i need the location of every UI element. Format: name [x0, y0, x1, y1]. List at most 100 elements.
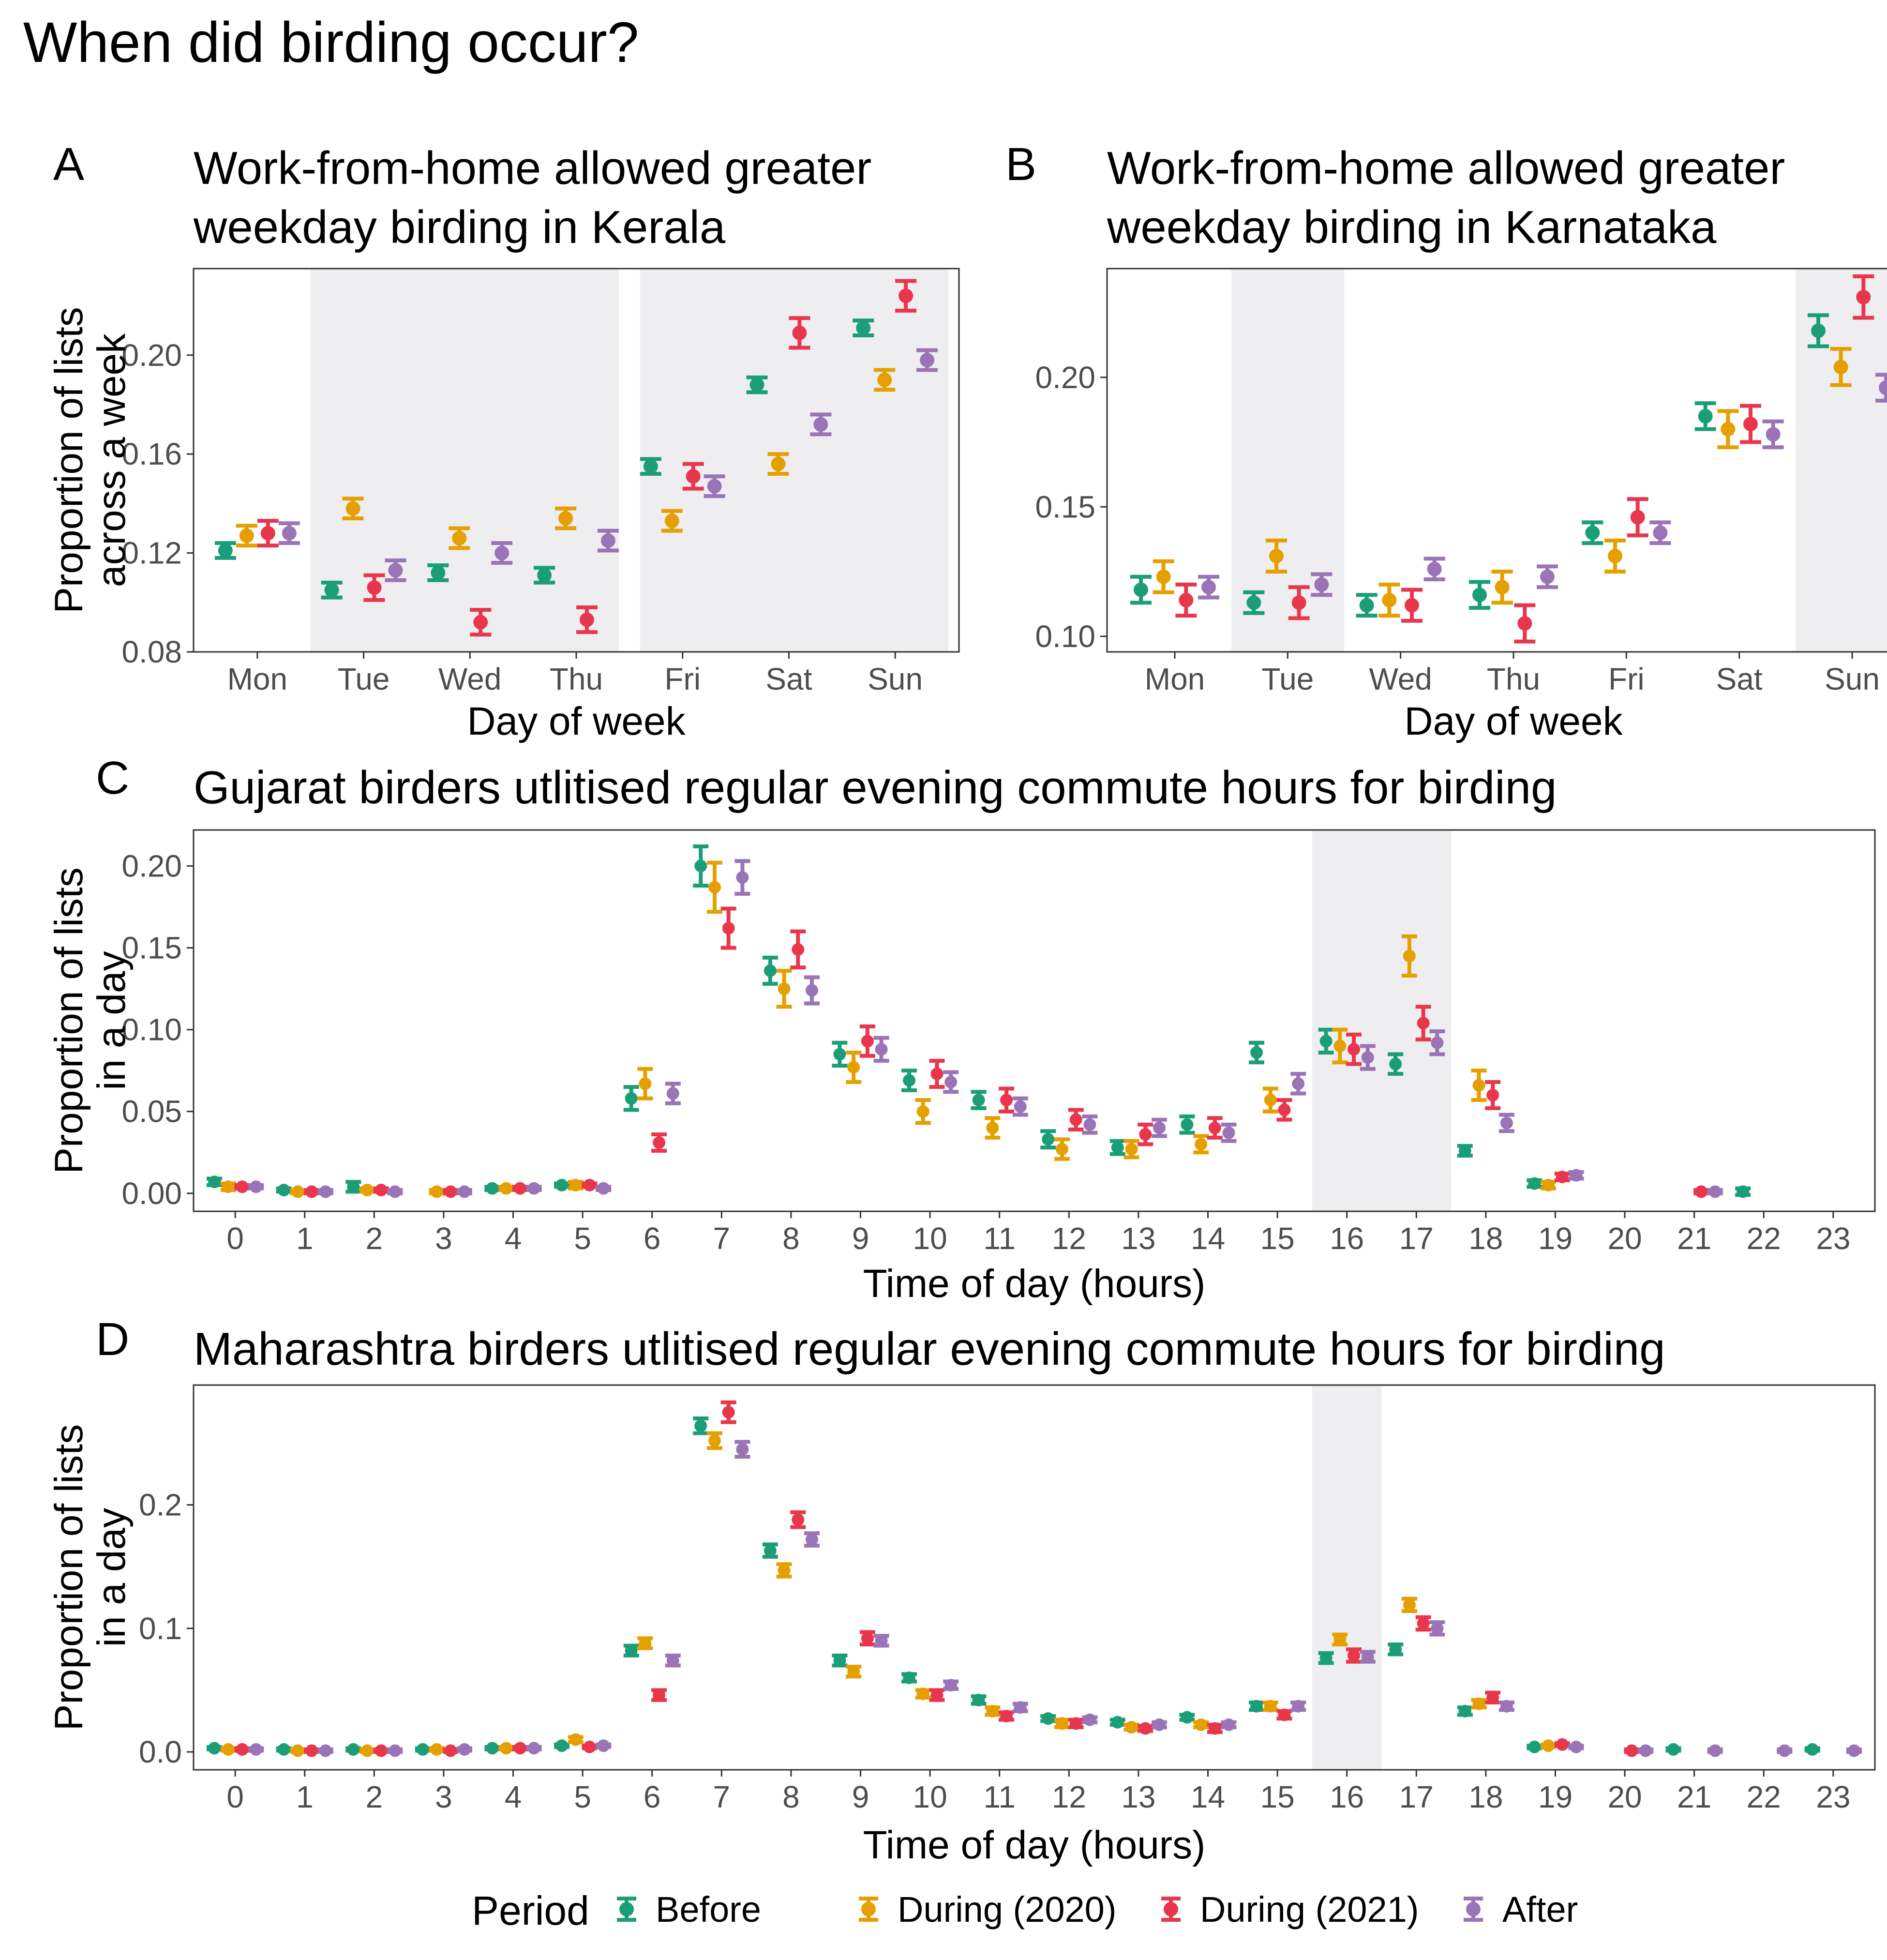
data-point: [1514, 603, 1536, 644]
point-marker: [916, 1105, 929, 1118]
point-marker: [1069, 1717, 1082, 1730]
data-point: [1471, 1069, 1487, 1102]
legend-key-point: [1466, 1902, 1481, 1916]
x-tick-label: 20: [1607, 1779, 1642, 1814]
point-marker: [1278, 1103, 1291, 1116]
data-point: [1401, 588, 1423, 623]
point-marker: [1389, 1057, 1402, 1070]
data-point: [484, 1742, 500, 1755]
y-tick-label: 0.20: [121, 848, 182, 883]
y-tick-label: 0.2: [139, 1488, 182, 1523]
point-marker: [1208, 1722, 1221, 1735]
data-point: [1401, 934, 1417, 978]
point-marker: [813, 417, 828, 432]
data-point: [873, 1036, 889, 1063]
data-point: [1068, 1717, 1084, 1730]
x-tick-label: 14: [1191, 1221, 1225, 1256]
data-point: [1498, 1700, 1514, 1713]
point-marker: [277, 1184, 290, 1197]
point-marker: [1417, 1617, 1430, 1630]
data-point: [304, 1185, 320, 1198]
point-marker: [833, 1654, 846, 1667]
data-point: [985, 1704, 1001, 1718]
data-point: [1318, 1651, 1334, 1665]
point-marker: [600, 533, 615, 548]
point-marker: [1608, 549, 1622, 563]
data-point: [623, 1643, 639, 1658]
data-point: [1707, 1744, 1723, 1757]
point-marker: [513, 1742, 526, 1755]
data-point: [1388, 1642, 1404, 1657]
point-marker: [305, 1744, 318, 1757]
point-marker: [345, 501, 360, 516]
point-marker: [1361, 1051, 1374, 1064]
point-marker: [625, 1644, 638, 1657]
data-point: [526, 1182, 542, 1195]
point-marker: [1208, 1121, 1221, 1134]
point-marker: [416, 1743, 429, 1756]
panel-title-line: weekday birding in Karnataka: [1107, 201, 1717, 253]
point-marker: [1181, 1711, 1194, 1724]
point-marker: [444, 1744, 457, 1757]
data-point: [554, 1739, 570, 1752]
data-point: [1360, 1044, 1376, 1071]
series-during-2021: [234, 906, 1709, 1198]
data-point: [214, 541, 236, 560]
data-point: [985, 1116, 1001, 1140]
data-point: [1198, 574, 1219, 600]
data-point: [1054, 1717, 1070, 1730]
x-tick-label: 10: [913, 1779, 947, 1814]
point-marker: [1540, 569, 1555, 584]
legend-item: After: [1464, 1889, 1578, 1930]
point-marker: [1111, 1141, 1124, 1154]
data-point: [1276, 1098, 1292, 1122]
point-marker: [708, 1434, 721, 1447]
x-tick-label: 8: [782, 1779, 800, 1814]
y-tick-label: 0.10: [1035, 619, 1095, 654]
data-point: [342, 497, 364, 521]
point-marker: [805, 984, 818, 997]
point-marker: [431, 565, 446, 580]
point-marker: [972, 1094, 985, 1107]
data-point: [810, 412, 832, 437]
x-tick-label: 22: [1747, 1221, 1781, 1256]
y-axis-label-line: in a day: [90, 1508, 134, 1647]
data-point: [1485, 1080, 1501, 1110]
data-point: [1151, 1718, 1167, 1731]
point-marker: [625, 1092, 638, 1105]
data-point: [1082, 1114, 1098, 1135]
data-point: [385, 558, 406, 582]
point-marker: [473, 615, 488, 630]
data-point: [498, 1182, 514, 1195]
x-tick-label: 8: [782, 1221, 800, 1256]
data-point: [236, 524, 257, 548]
point-marker: [1359, 598, 1374, 613]
point-marker: [1667, 1743, 1680, 1756]
x-axis-label: Day of week: [1404, 699, 1623, 743]
point-marker: [1585, 525, 1600, 540]
panel-letter: A: [53, 138, 84, 190]
data-point: [971, 1090, 987, 1110]
point-marker: [1556, 1170, 1569, 1183]
point-marker: [1542, 1739, 1555, 1752]
data-point: [290, 1744, 306, 1757]
data-point: [1311, 572, 1333, 597]
data-point: [207, 1176, 223, 1189]
point-marker: [1319, 1035, 1333, 1048]
shaded-band: [310, 269, 619, 652]
x-tick-label: Sat: [765, 662, 812, 696]
data-point: [1153, 559, 1174, 594]
point-marker: [1292, 1700, 1305, 1713]
series-during-2020: [236, 368, 896, 550]
y-tick-label: 0.20: [1035, 360, 1095, 395]
data-point: [1356, 593, 1378, 618]
panel-a: A Work-from-home allowed greater weekday b…: [47, 138, 960, 743]
point-marker: [1083, 1713, 1096, 1726]
data-point: [943, 1070, 959, 1094]
point-marker: [430, 1743, 443, 1756]
data-point: [734, 1440, 750, 1459]
x-tick-label: 4: [505, 1779, 522, 1814]
data-point: [1491, 570, 1513, 605]
x-tick-label: 18: [1468, 1779, 1503, 1814]
point-marker: [1111, 1716, 1124, 1729]
